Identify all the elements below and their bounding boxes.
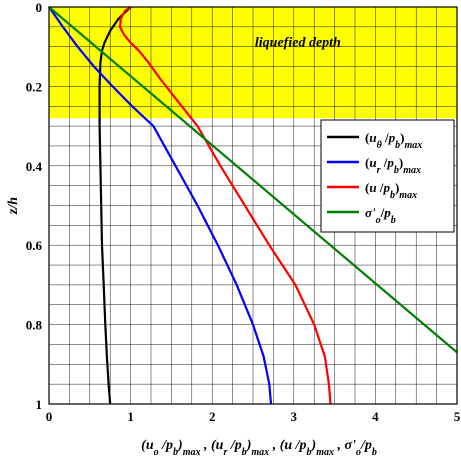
series-line-3: [48, 6, 458, 354]
x-tick-label: 0: [46, 409, 53, 424]
series-line-2: [118, 6, 332, 405]
legend-label-0: (uθ /pb)max: [365, 130, 422, 151]
x-tick-label: 2: [209, 409, 216, 424]
tick-labels: 0 1 2 3 4 500.20.40.60.81: [26, 0, 461, 424]
liquefied-depth-label: liquefied depth: [255, 36, 341, 51]
legend: (uθ /pb)max (ur /pb)max (u /pb)max σ'o/pb: [320, 119, 455, 233]
legend-box: [320, 119, 455, 233]
y-tick-label: 0.4: [26, 159, 43, 174]
series-layer: [48, 6, 458, 405]
series-line-1: [48, 6, 273, 405]
x-tick-label: 1: [127, 409, 134, 424]
grid: [49, 7, 457, 404]
series-line-0: [98, 6, 132, 405]
y-tick-label: 1: [36, 397, 43, 412]
legend-label-1: (ur /pb)max: [365, 155, 421, 176]
y-tick-label: 0.2: [26, 79, 42, 94]
x-tick-label: 4: [372, 409, 379, 424]
legend-label-3: σ'o/pb: [365, 205, 396, 226]
x-axis-label: (uo /pb)max , (ur /pb)max , (u /pb)max ,…: [141, 438, 377, 458]
y-tick-label: 0: [36, 0, 43, 15]
y-tick-label: 0.6: [26, 238, 43, 253]
x-tick-label: 3: [291, 409, 298, 424]
plot-frame: [48, 6, 458, 405]
y-axis-label: z/h: [6, 197, 21, 215]
legend-label-2: (u /pb)max: [365, 180, 417, 201]
y-tick-label: 0.8: [26, 318, 43, 333]
x-tick-label: 5: [454, 409, 461, 424]
